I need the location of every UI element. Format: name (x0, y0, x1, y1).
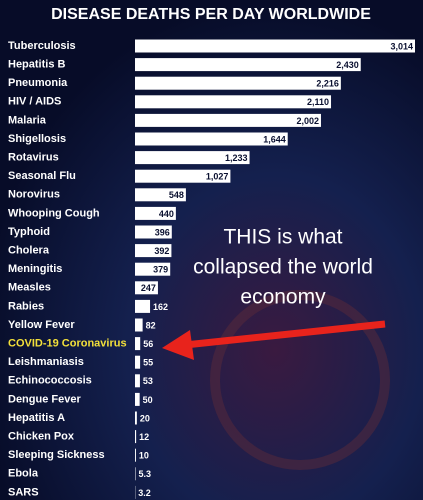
bar (135, 76, 341, 90)
bar (135, 244, 172, 258)
category-label: HIV / AIDS (8, 96, 61, 108)
category-label: Whooping Cough (8, 207, 100, 219)
value-label: 2,430 (336, 60, 359, 70)
value-label: 20 (140, 413, 150, 423)
category-label: Ebola (8, 468, 39, 480)
arrow-head (162, 330, 194, 360)
bar (135, 337, 141, 351)
category-label: Chicken Pox (8, 431, 75, 443)
bar (135, 430, 137, 444)
bar (135, 188, 186, 202)
bar (135, 448, 136, 462)
category-label: Tuberculosis (8, 40, 76, 52)
value-label: 10 (139, 451, 149, 461)
category-label: Rotavirus (8, 152, 59, 164)
value-label: 1,027 (206, 172, 229, 182)
value-label: 247 (141, 283, 156, 293)
bar (135, 113, 321, 127)
category-label: Meningitis (8, 263, 62, 275)
value-label: 5.3 (138, 469, 151, 479)
bar (135, 281, 158, 295)
value-label: 53 (143, 376, 153, 386)
bar (135, 151, 250, 165)
bar (135, 225, 172, 239)
value-label: 2,110 (307, 97, 329, 107)
annotation-line: collapsed the world (193, 256, 373, 279)
category-label: COVID-19 Coronavirus (8, 338, 127, 350)
category-label: Shigellosis (8, 133, 66, 145)
category-label: Norovirus (8, 189, 60, 201)
category-label: Sleeping Sickness (8, 449, 105, 461)
bar (135, 169, 231, 183)
category-label: Hepatitis A (8, 412, 65, 424)
value-label: 55 (143, 358, 153, 368)
category-label: Hepatitis B (8, 59, 66, 71)
bar (135, 392, 140, 406)
category-label: Typhoid (8, 226, 50, 238)
bar (135, 374, 140, 388)
bar (135, 355, 141, 369)
value-label: 56 (143, 339, 153, 349)
value-label: 3.2 (138, 488, 151, 498)
arrow-shaft (184, 320, 386, 349)
bar (135, 411, 137, 425)
category-label: Malaria (8, 114, 47, 126)
bar (135, 95, 332, 109)
category-label: Cholera (8, 245, 50, 257)
category-label: Dengue Fever (8, 393, 81, 405)
value-label: 440 (159, 209, 174, 219)
category-label: Pneumonia (8, 77, 68, 89)
value-label: 548 (169, 190, 184, 200)
category-label: Echinococcosis (8, 375, 92, 387)
value-label: 1,644 (263, 134, 286, 144)
bar (135, 58, 361, 72)
value-label: 50 (143, 395, 153, 405)
annotation-line: economy (240, 286, 326, 309)
value-label: 379 (153, 265, 168, 275)
value-label: 2,002 (296, 116, 319, 126)
value-label: 392 (154, 246, 169, 256)
virus-decoration (210, 290, 390, 470)
category-label: SARS (8, 486, 39, 498)
bar (135, 299, 151, 313)
category-label: Seasonal Flu (8, 170, 76, 182)
value-label: 396 (155, 227, 170, 237)
bar (135, 39, 415, 53)
bar (135, 318, 143, 332)
annotation: THIS is what collapsed the world economy (193, 226, 373, 309)
value-label: 82 (146, 320, 156, 330)
value-label: 162 (153, 302, 168, 312)
category-label: Measles (8, 282, 51, 294)
arrow (162, 320, 386, 360)
chart-title: DISEASE DEATHS PER DAY WORLDWIDE (51, 6, 371, 23)
bar (135, 206, 176, 220)
value-label: 2,216 (316, 79, 339, 89)
category-label: Yellow Fever (8, 319, 75, 331)
annotation-line: THIS is what (223, 226, 342, 249)
value-label: 3,014 (390, 41, 413, 51)
value-label: 1,233 (225, 153, 248, 163)
value-label: 12 (139, 432, 149, 442)
bar (135, 262, 171, 276)
category-label: Leishmaniasis (8, 356, 84, 368)
category-label: Rabies (8, 300, 44, 312)
bar (135, 132, 288, 146)
